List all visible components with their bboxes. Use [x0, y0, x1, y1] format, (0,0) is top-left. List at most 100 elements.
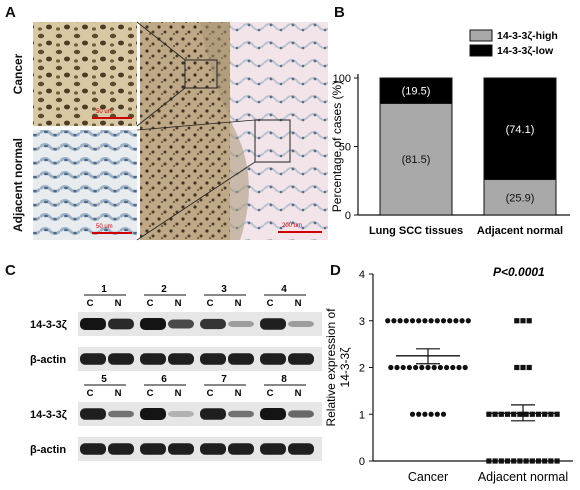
- blot-band: [168, 353, 194, 365]
- data-point-cancer: [416, 318, 422, 324]
- data-point-adjacent: [542, 458, 548, 464]
- panel-letter-d: D: [330, 262, 341, 279]
- blot-band: [288, 410, 314, 418]
- blot-band: [80, 353, 106, 365]
- p-value-annotation: P<0.0001: [493, 265, 545, 279]
- data-point-adjacent: [517, 411, 523, 417]
- lane-label-n: N: [295, 388, 302, 399]
- pair-number: 2: [161, 284, 167, 295]
- lane-label-n: N: [235, 298, 242, 309]
- zoom-box-cancer: [184, 59, 218, 89]
- lane-label-n: N: [235, 388, 242, 399]
- legend-swatch: [469, 29, 493, 42]
- lane-label-n: N: [115, 388, 122, 399]
- pair-number: 5: [101, 374, 107, 385]
- blot-band: [168, 411, 194, 417]
- pair-number: 4: [281, 284, 287, 295]
- adjacent-closeup-image: [33, 130, 137, 240]
- blot-band: [140, 318, 166, 330]
- row-label-adjacent-normal: Adjacent normal: [11, 137, 25, 233]
- data-point-adjacent: [511, 458, 517, 464]
- panel-letter-c: C: [5, 262, 16, 279]
- data-point-adjacent: [514, 364, 520, 371]
- x-category-label: Adjacent normal: [478, 470, 568, 484]
- lane-label-n: N: [295, 298, 302, 309]
- y-tick-label: 1: [359, 409, 365, 421]
- blot-band: [288, 321, 314, 327]
- data-point-cancer: [425, 364, 431, 371]
- data-point-adjacent: [535, 458, 542, 464]
- x-category-label: Cancer: [408, 470, 448, 484]
- data-point-cancer: [400, 364, 406, 371]
- blot-band: [260, 443, 286, 455]
- blot-band: [260, 408, 286, 420]
- y-axis-label-line1: Relative expression of: [325, 308, 338, 427]
- data-point-adjacent: [514, 318, 520, 324]
- data-point-cancer: [434, 411, 440, 417]
- data-label-high: (25.9): [506, 192, 535, 204]
- data-point-adjacent: [535, 411, 542, 417]
- row-label-14-3-3: 14-3-3ζ: [30, 319, 67, 331]
- data-point-cancer: [409, 318, 416, 324]
- lane-label-c: C: [207, 298, 214, 309]
- data-point-cancer: [444, 364, 450, 371]
- x-category-label: Lung SCC tissues: [369, 225, 463, 237]
- data-point-cancer: [416, 411, 422, 417]
- data-point-adjacent: [523, 458, 529, 464]
- lane-label-c: C: [87, 298, 94, 309]
- data-point-cancer: [440, 318, 447, 324]
- data-point-cancer: [422, 318, 428, 324]
- data-point-adjacent: [529, 411, 535, 417]
- data-point-adjacent: [520, 318, 526, 324]
- pair-number: 3: [221, 284, 227, 295]
- bar-segment-low: [483, 77, 557, 181]
- lane-label-c: C: [267, 388, 274, 399]
- scatter-dot-plot: 0 1 2 3 4 Relative expression of 14-3-3ζ Cancer…: [325, 265, 573, 484]
- data-point-cancer: [437, 364, 443, 371]
- data-point-cancer: [465, 318, 471, 324]
- data-point-cancer: [385, 318, 391, 324]
- blot-band: [80, 318, 106, 330]
- data-point-adjacent: [529, 458, 535, 464]
- data-point-cancer: [409, 411, 416, 417]
- y-axis-label-line2: 14-3-3ζ: [338, 347, 352, 388]
- lane-label-c: C: [267, 298, 274, 309]
- zoom-box-adjacent: [254, 119, 291, 163]
- row-label-beta-actin: β-actin: [30, 354, 66, 366]
- data-point-adjacent: [548, 458, 554, 464]
- blot-band: [168, 319, 194, 329]
- data-point-adjacent: [498, 458, 504, 464]
- bar-segment-high: [379, 102, 453, 216]
- blot-band: [288, 353, 314, 365]
- data-point-cancer: [459, 318, 465, 324]
- blot-band: [140, 408, 166, 420]
- data-point-adjacent: [542, 411, 548, 417]
- cancer-closeup-image: [33, 22, 137, 126]
- data-point-cancer: [453, 318, 459, 324]
- lane-label-n: N: [175, 388, 182, 399]
- blot-band: [108, 318, 134, 330]
- blot-band: [200, 443, 226, 455]
- pair-number: 8: [281, 374, 287, 385]
- blot-band: [108, 410, 134, 418]
- y-tick-label: 50: [339, 142, 351, 154]
- data-point-adjacent: [526, 364, 532, 371]
- legend-swatch: [469, 44, 493, 57]
- data-point-adjacent: [520, 364, 526, 371]
- data-point-cancer: [394, 364, 400, 371]
- data-point-cancer: [462, 364, 468, 371]
- data-point-cancer: [440, 411, 447, 417]
- row-label-beta-actin: β-actin: [30, 444, 66, 456]
- blot-band: [228, 443, 254, 455]
- legend-label: 14-3-3ζ-high: [497, 30, 558, 42]
- panel-letter-b: B: [334, 4, 345, 21]
- blot-band: [260, 353, 286, 365]
- lane-label-c: C: [147, 388, 154, 399]
- data-point-cancer: [391, 318, 397, 324]
- data-point-cancer: [419, 364, 425, 371]
- blot-band: [140, 443, 166, 455]
- data-point-cancer: [447, 318, 453, 324]
- y-tick-label: 0: [359, 456, 365, 468]
